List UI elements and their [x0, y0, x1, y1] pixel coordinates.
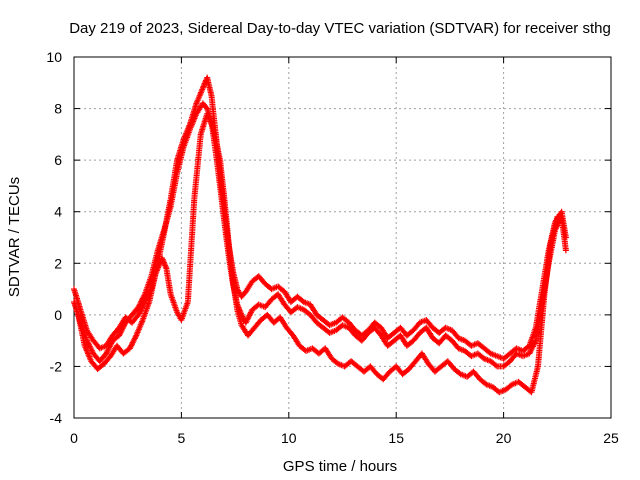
x-tick-label: 20 [496, 430, 512, 446]
x-axis-label: GPS time / hours [283, 458, 397, 475]
data-markers [71, 100, 569, 370]
y-tick-label: 2 [54, 255, 62, 271]
x-tick-label: 0 [70, 430, 78, 446]
chart-title: Day 219 of 2023, Sidereal Day-to-day VTE… [69, 20, 611, 37]
x-tick-label: 5 [178, 430, 186, 446]
y-tick-label: 10 [46, 49, 62, 65]
data-points [71, 74, 569, 396]
data-markers [71, 74, 569, 362]
x-tick-label: 15 [388, 430, 404, 446]
axis-ticks: 0 5 10 15 20 25 -4 -2 0 2 4 6 8 10 [46, 49, 619, 446]
x-tick-label: 25 [603, 430, 619, 446]
x-tick-label: 10 [281, 430, 297, 446]
y-tick-label: -4 [50, 410, 63, 426]
series-track-a [71, 100, 569, 370]
plot-frame [73, 56, 612, 419]
y-tick-label: 8 [54, 101, 62, 117]
y-tick-label: 0 [54, 307, 62, 323]
data-markers [75, 110, 561, 396]
y-tick-label: 6 [54, 152, 62, 168]
y-axis-label: SDTVAR / TECUs [6, 177, 23, 297]
series-track-b [71, 74, 569, 362]
series-track-c [75, 110, 561, 396]
y-tick-label: -2 [50, 358, 63, 374]
y-tick-label: 4 [54, 204, 62, 220]
